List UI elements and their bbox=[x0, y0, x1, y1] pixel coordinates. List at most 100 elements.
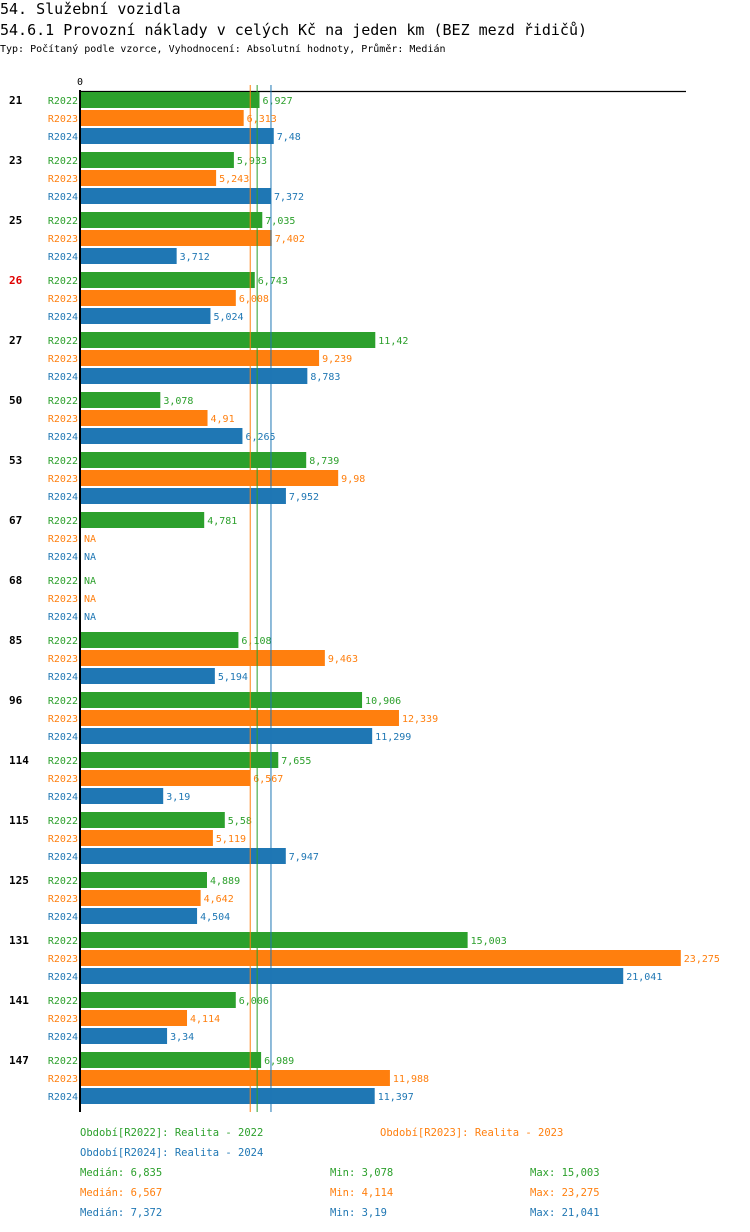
series-label: R2024 bbox=[48, 612, 78, 623]
series-label: R2023 bbox=[48, 894, 78, 905]
bar-r2022 bbox=[81, 512, 205, 528]
bar-r2023 bbox=[81, 350, 320, 366]
bar-r2022 bbox=[81, 392, 161, 408]
data-label: 6,313 bbox=[247, 114, 277, 125]
bar-r2023 bbox=[81, 470, 339, 486]
data-label: 3,19 bbox=[166, 792, 190, 803]
series-label: R2024 bbox=[48, 672, 78, 683]
series-label: R2022 bbox=[48, 456, 78, 467]
bar-r2024 bbox=[81, 908, 198, 924]
bar-r2023 bbox=[81, 290, 236, 306]
bar-r2023 bbox=[81, 410, 208, 426]
series-label: R2023 bbox=[48, 1074, 78, 1085]
bar-r2022 bbox=[81, 1052, 262, 1068]
bar-r2023 bbox=[81, 230, 272, 246]
bar-r2024 bbox=[81, 968, 624, 984]
data-label: 3,078 bbox=[163, 396, 193, 407]
data-label: 5,933 bbox=[237, 156, 267, 167]
data-label: 7,48 bbox=[277, 132, 301, 143]
data-label: 7,655 bbox=[281, 756, 311, 767]
data-label: 6,108 bbox=[241, 636, 271, 647]
data-label: NA bbox=[84, 594, 96, 605]
series-label: R2022 bbox=[48, 516, 78, 527]
series-label: R2023 bbox=[48, 414, 78, 425]
legend-item-r2023: Období[R2023]: Realita - 2023 bbox=[380, 1127, 564, 1139]
series-label: R2023 bbox=[48, 1014, 78, 1025]
bar-r2023 bbox=[81, 950, 681, 966]
legend-item-r2022: Období[R2022]: Realita - 2022 bbox=[80, 1127, 264, 1139]
stat-max: Max: 15,003 bbox=[530, 1167, 600, 1179]
data-label: 5,58 bbox=[228, 816, 252, 827]
data-label: 6,927 bbox=[263, 96, 293, 107]
series-label: R2024 bbox=[48, 432, 78, 443]
data-label: 5,119 bbox=[216, 834, 246, 845]
data-label: 9,463 bbox=[328, 654, 358, 665]
bar-r2022 bbox=[81, 272, 255, 288]
stat-median: Medián: 7,372 bbox=[80, 1207, 163, 1219]
bar-r2024 bbox=[81, 308, 211, 324]
series-label: R2022 bbox=[48, 156, 78, 167]
category-label: 25 bbox=[9, 214, 22, 227]
series-label: R2022 bbox=[48, 876, 78, 887]
data-label: 15,003 bbox=[471, 936, 507, 947]
bar-r2024 bbox=[81, 188, 271, 204]
bar-r2023 bbox=[81, 890, 201, 906]
bar-r2022 bbox=[81, 692, 363, 708]
data-label: 7,035 bbox=[265, 216, 295, 227]
bar-r2022 bbox=[81, 212, 263, 228]
data-label: 11,988 bbox=[393, 1074, 429, 1085]
series-label: R2022 bbox=[48, 996, 78, 1007]
bar-r2022 bbox=[81, 152, 234, 168]
data-label: 6,567 bbox=[253, 774, 283, 785]
series-label: R2024 bbox=[48, 732, 78, 743]
category-label: 50 bbox=[9, 394, 22, 407]
stat-min: Min: 3,078 bbox=[330, 1167, 394, 1179]
category-label: 85 bbox=[9, 634, 22, 647]
bar-r2024 bbox=[81, 248, 177, 264]
bar-r2022 bbox=[81, 812, 225, 828]
data-label: 4,504 bbox=[200, 912, 230, 923]
category-label: 141 bbox=[9, 994, 29, 1007]
bar-r2022 bbox=[81, 872, 207, 888]
data-label: 5,243 bbox=[219, 174, 249, 185]
series-label: R2024 bbox=[48, 252, 78, 263]
data-label: 6,265 bbox=[245, 432, 275, 443]
data-label: 11,299 bbox=[375, 732, 411, 743]
series-label: R2023 bbox=[48, 114, 78, 125]
series-label: R2024 bbox=[48, 972, 78, 983]
series-label: R2023 bbox=[48, 174, 78, 185]
series-label: R2024 bbox=[48, 312, 78, 323]
series-label: R2022 bbox=[48, 576, 78, 587]
bar-r2024 bbox=[81, 1088, 375, 1104]
stat-min: Min: 4,114 bbox=[330, 1187, 394, 1199]
category-label: 21 bbox=[9, 94, 23, 107]
data-label: 12,339 bbox=[402, 714, 438, 725]
bar-r2024 bbox=[81, 788, 164, 804]
x-tick-label: 0 bbox=[77, 77, 83, 88]
series-label: R2022 bbox=[48, 276, 78, 287]
category-label: 96 bbox=[9, 694, 23, 707]
series-label: R2022 bbox=[48, 636, 78, 647]
series-label: R2023 bbox=[48, 654, 78, 665]
data-label: NA bbox=[84, 612, 96, 623]
bar-r2022 bbox=[81, 92, 260, 108]
bar-r2022 bbox=[81, 452, 307, 468]
data-label: 21,041 bbox=[626, 972, 662, 983]
bar-r2023 bbox=[81, 1010, 188, 1026]
stat-max: Max: 23,275 bbox=[530, 1187, 600, 1199]
bar-r2023 bbox=[81, 650, 325, 666]
bar-r2024 bbox=[81, 368, 308, 384]
data-label: 6,989 bbox=[264, 1056, 294, 1067]
series-label: R2022 bbox=[48, 816, 78, 827]
data-label: 9,98 bbox=[341, 474, 365, 485]
data-label: 3,712 bbox=[180, 252, 210, 263]
data-label: 7,947 bbox=[289, 852, 319, 863]
stat-min: Min: 3,19 bbox=[330, 1207, 387, 1219]
category-label: 147 bbox=[9, 1054, 29, 1067]
data-label: 5,024 bbox=[213, 312, 243, 323]
series-label: R2022 bbox=[48, 1056, 78, 1067]
series-label: R2023 bbox=[48, 594, 78, 605]
series-label: R2024 bbox=[48, 912, 78, 923]
category-label: 23 bbox=[9, 154, 22, 167]
bar-r2024 bbox=[81, 668, 215, 684]
